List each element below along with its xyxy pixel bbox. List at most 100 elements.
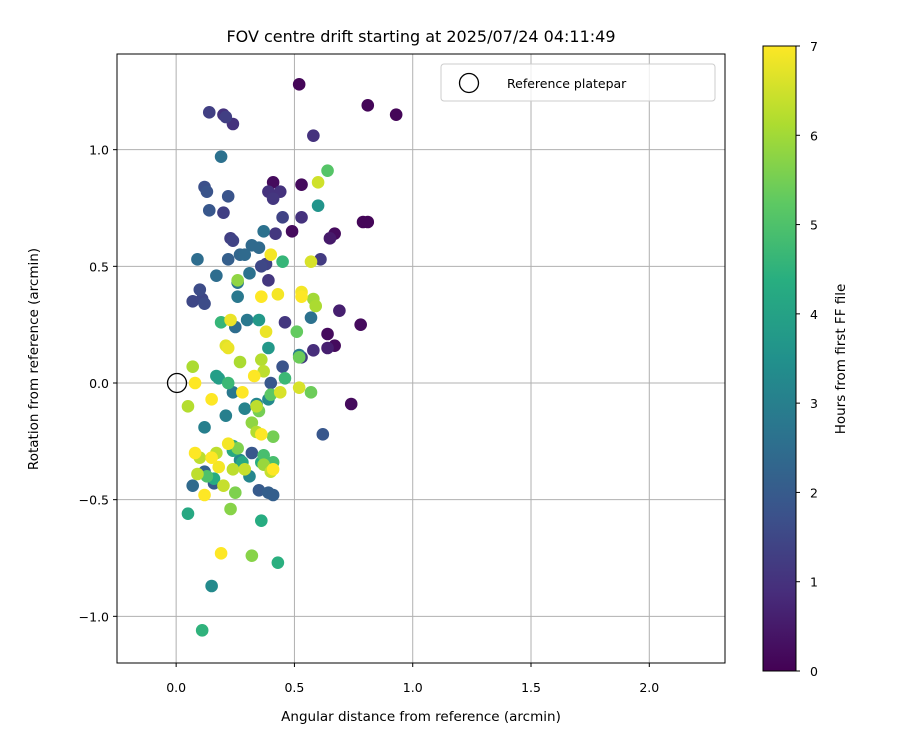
data-point [226, 234, 240, 247]
reference-platepar-marker [166, 372, 188, 394]
data-point [200, 470, 214, 483]
y-tick-label: 0.5 [89, 259, 109, 274]
data-point [186, 295, 200, 308]
data-point [295, 178, 308, 191]
colorbar-label: Hours from first FF file [833, 284, 849, 435]
data-point [252, 241, 266, 254]
data-point [292, 381, 306, 394]
data-point [361, 215, 375, 229]
colorbar-ticks: 0 1 2 3 4 5 6 7 [796, 39, 818, 679]
colorbar [762, 45, 797, 672]
data-point [221, 341, 235, 355]
data-point [214, 547, 228, 560]
data-point [228, 486, 242, 499]
data-point [188, 376, 202, 390]
colorbar-tick-label: 2 [810, 485, 818, 500]
data-point [255, 260, 268, 273]
data-point [266, 463, 280, 476]
data-point [389, 108, 403, 121]
data-point [314, 253, 327, 266]
x-tick-label: 2.0 [639, 680, 659, 695]
data-point [245, 549, 259, 562]
data-point [181, 507, 195, 520]
x-axis-label: Angular distance from reference (arcmin) [281, 709, 561, 725]
colorbar-tick-label: 6 [810, 128, 818, 143]
data-point [311, 176, 325, 189]
data-point [210, 269, 223, 282]
data-point [188, 446, 202, 460]
data-point [250, 400, 263, 413]
data-point [271, 556, 285, 569]
data-point [321, 341, 334, 355]
x-tick-label: 1.5 [521, 680, 541, 695]
chart-title: FOV centre drift starting at 2025/07/24 … [226, 27, 615, 46]
data-point [231, 274, 244, 287]
data-point [262, 274, 275, 287]
data-point [321, 164, 334, 177]
data-point [292, 78, 306, 91]
data-point [191, 467, 204, 481]
data-point [226, 463, 240, 476]
x-axis-ticks: 0.0 0.5 1.0 1.5 2.0 [166, 663, 659, 695]
data-point [181, 400, 195, 413]
data-point [219, 409, 233, 422]
data-point [304, 386, 318, 399]
data-point [240, 313, 254, 327]
data-point [198, 488, 211, 502]
data-point [219, 110, 233, 124]
data-point [266, 488, 280, 502]
data-point [224, 502, 237, 516]
data-point [247, 369, 261, 383]
data-point [212, 460, 226, 474]
data-point [205, 451, 218, 464]
colorbar-tick-label: 4 [810, 307, 818, 322]
x-tick-label: 1.0 [403, 680, 423, 695]
data-point [214, 150, 228, 163]
data-point [307, 344, 320, 357]
plot-frame [116, 53, 726, 664]
data-point [264, 376, 278, 390]
legend-box [440, 63, 716, 102]
data-point [257, 225, 270, 238]
y-tick-label: 1.0 [89, 143, 109, 158]
data-point [259, 325, 273, 338]
data-point [354, 318, 367, 331]
data-point [245, 446, 259, 460]
y-axis-ticks: −1.0 −0.5 0.0 0.5 1.0 [79, 143, 117, 624]
data-point [257, 365, 270, 378]
y-axis-label: Rotation from reference (arcmin) [26, 248, 42, 470]
data-point [266, 176, 280, 189]
data-point [217, 479, 230, 492]
data-point [238, 402, 252, 415]
data-point [200, 185, 214, 198]
data-point [311, 199, 325, 212]
data-point [307, 129, 320, 142]
legend-label: Reference platepar [507, 76, 627, 91]
data-point [333, 304, 346, 317]
data-point [224, 313, 237, 327]
data-point [278, 372, 292, 385]
data-point [236, 386, 249, 399]
colorbar-tick-label: 3 [810, 396, 818, 411]
data-point [202, 204, 216, 217]
data-point [323, 232, 337, 245]
data-point [264, 248, 278, 261]
colorbar-tick-label: 5 [810, 218, 818, 233]
data-point [295, 211, 308, 224]
legend-marker [458, 72, 480, 94]
colorbar-tick-label: 7 [810, 39, 818, 54]
data-point [285, 225, 299, 238]
data-point [198, 421, 211, 434]
data-point [304, 255, 318, 268]
data-point [264, 388, 278, 401]
data-point [252, 313, 266, 327]
data-point [221, 376, 235, 390]
data-point [193, 283, 207, 296]
data-point [186, 360, 200, 373]
data-point [304, 311, 318, 324]
y-tick-label: 0.0 [89, 376, 109, 391]
data-point [221, 253, 235, 266]
y-tick-label: −0.5 [79, 493, 109, 508]
data-point [221, 437, 235, 450]
data-point [316, 428, 330, 441]
